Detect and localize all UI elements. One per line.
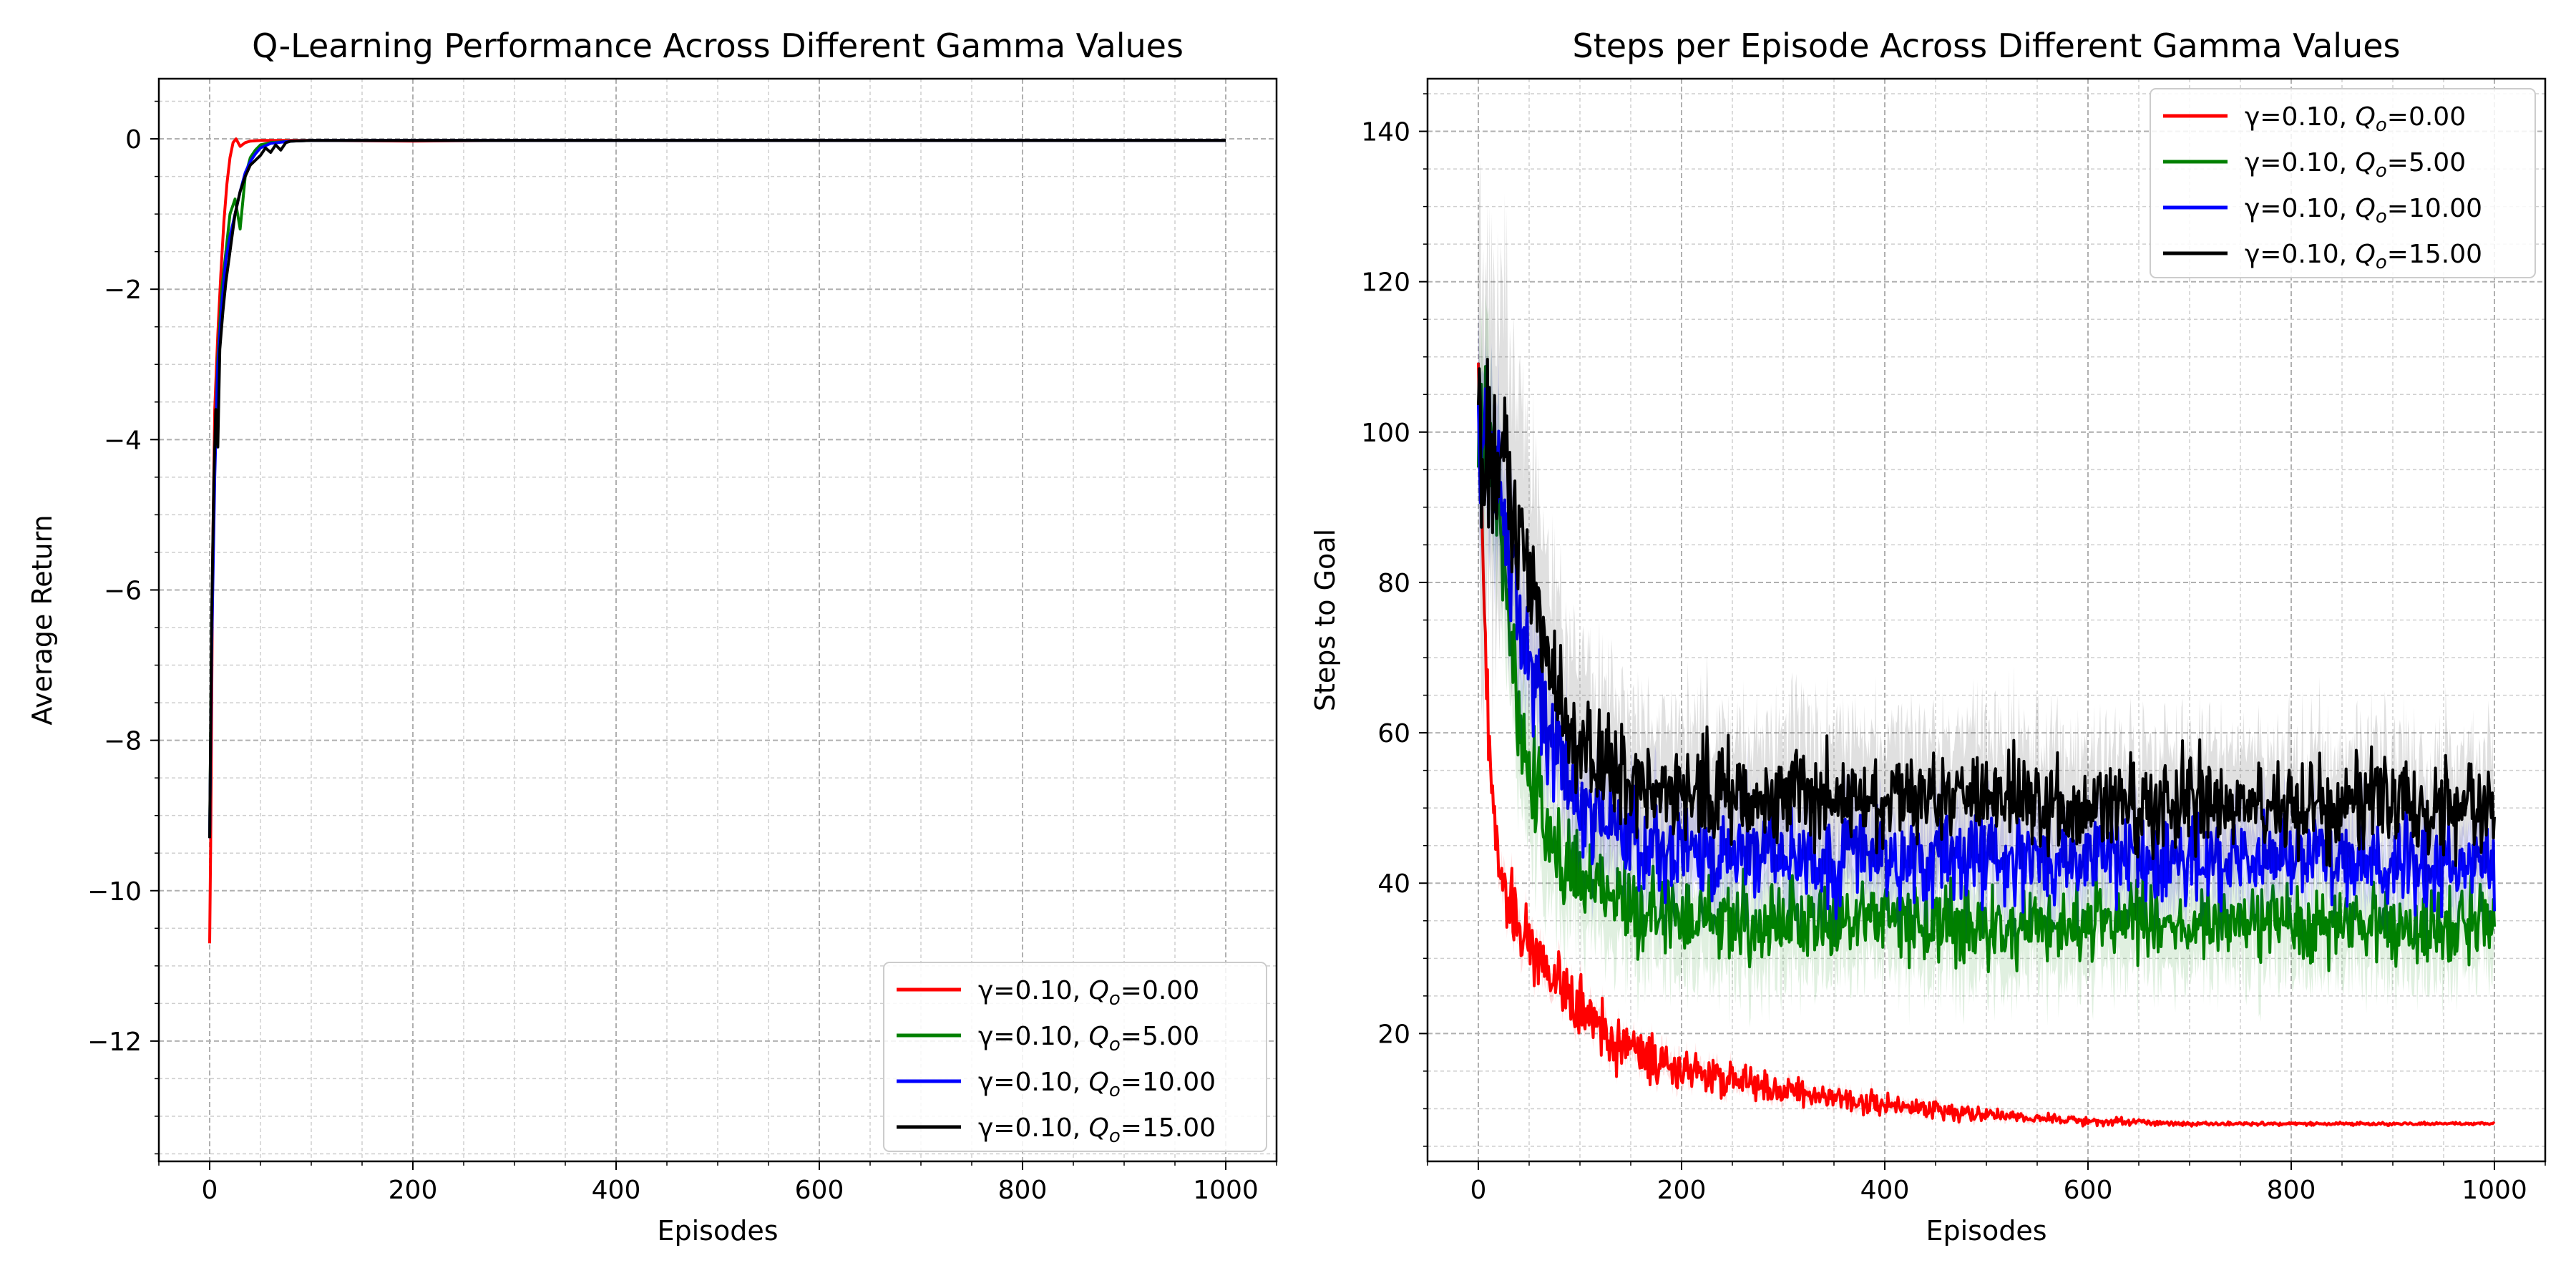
chart-title: Steps per Episode Across Different Gamma… [1573,26,2401,65]
legend: γ=0.10, Qo=0.00γ=0.10, Qo=5.00γ=0.10, Qo… [883,962,1267,1152]
x-tick-label: 1000 [2462,1176,2527,1205]
legend-gamma-text: γ=0.10, [2245,148,2356,177]
legend-gamma-text: γ=0.10, [2245,102,2356,132]
y-tick-label: 60 [1377,719,1410,748]
y-tick-label: −4 [104,426,142,455]
chart-panel-1: 0 200 400 600 800 1000 0 −2 −4 −6 −8 −10 −12 Q-Learni… [26,26,1278,1246]
x-tick-label: 600 [2064,1176,2113,1205]
legend-gamma-text: γ=0.10, [978,1022,1089,1051]
legend: γ=0.10, Qo=0.00γ=0.10, Qo=5.00γ=0.10, Qo… [2150,88,2536,278]
series-band-3 [1478,305,2494,964]
x-tick-label: 200 [389,1176,438,1205]
legend-q-symbol: Q [1089,976,1109,1005]
x-tick-label: 800 [998,1176,1048,1205]
series-group [208,137,1226,944]
y-tick-label: −12 [87,1028,142,1057]
legend-q-value: =5.00 [2387,148,2466,177]
legend-entry-label: γ=0.10, Qo=10.00 [2245,194,2482,228]
legend-q-subscript: o [2376,160,2387,182]
x-tick-label: 400 [1860,1176,1910,1205]
chart-panel-2: 0 200 400 600 800 1000 20 40 60 80 100 120 140 Steps … [1309,26,2547,1246]
legend-q-symbol: Q [2356,148,2376,177]
legend-q-symbol: Q [2356,240,2376,269]
x-tick-label: 0 [1470,1176,1487,1205]
y-tick-label: 20 [1377,1020,1410,1049]
x-tick-label: 600 [795,1176,844,1205]
series-line-4 [1477,358,2496,868]
legend-entry-label: γ=0.10, Qo=0.00 [978,976,1199,1010]
y-tick-label: 140 [1361,118,1410,147]
legend-box [883,962,1267,1152]
legend-gamma-text: γ=0.10, [978,1068,1089,1097]
legend-q-value: =10.00 [1121,1068,1216,1097]
y-axis-label: Average Return [26,514,58,725]
legend-entry-label: γ=0.10, Qo=5.00 [978,1022,1199,1055]
legend-q-value: =5.00 [1121,1022,1199,1051]
legend-q-subscript: o [2376,252,2387,273]
legend-entry-label: γ=0.10, Qo=5.00 [2245,148,2466,182]
series-group [1477,160,2496,1130]
legend-q-symbol: Q [1089,1022,1109,1051]
legend-q-symbol: Q [2356,102,2376,132]
x-tick-label: 1000 [1193,1176,1259,1205]
legend-entry-label: γ=0.10, Qo=15.00 [2245,240,2482,273]
series-line-1 [1477,362,2496,1128]
legend-entry-label: γ=0.10, Qo=15.00 [978,1113,1216,1147]
x-tick-label: 200 [1657,1176,1707,1205]
legend-q-subscript: o [1109,1080,1121,1101]
legend-entry-label: γ=0.10, Qo=0.00 [2245,102,2466,136]
y-axis-label: Steps to Goal [1309,529,1341,711]
legend-q-subscript: o [2376,114,2387,136]
chart-title: Q-Learning Performance Across Different … [252,26,1184,65]
x-axis-label: Episodes [657,1215,778,1246]
legend-q-subscript: o [1109,988,1121,1010]
legend-q-value: =15.00 [1121,1113,1216,1143]
x-axis-label: Episodes [1926,1215,2046,1246]
y-tick-label: 40 [1377,869,1410,899]
y-tick-label: −6 [104,576,142,605]
legend-q-symbol: Q [1089,1113,1109,1143]
y-tick-label: 100 [1361,419,1410,448]
y-tick-label: 80 [1377,569,1410,598]
legend-q-value: =10.00 [2387,194,2482,223]
series-line-4 [208,139,1226,839]
y-tick-label: −2 [104,275,142,305]
legend-q-subscript: o [1109,1126,1121,1147]
legend-q-symbol: Q [1089,1068,1109,1097]
legend-q-symbol: Q [2356,194,2376,223]
x-tick-label: 400 [592,1176,641,1205]
y-tick-label: 120 [1361,268,1410,298]
legend-q-subscript: o [1109,1034,1121,1055]
y-tick-label: −8 [104,727,142,756]
series-line-3 [1477,387,2496,920]
y-tick-label: −10 [87,877,142,907]
legend-box [2150,88,2536,278]
x-tick-label: 800 [2267,1176,2316,1205]
legend-q-value: =0.00 [2387,102,2466,132]
series-band-4 [1478,160,2494,937]
legend-gamma-text: γ=0.10, [978,1113,1089,1143]
legend-gamma-text: γ=0.10, [978,976,1089,1005]
y-tick-label: 0 [125,125,142,155]
legend-q-subscript: o [2376,206,2387,228]
legend-gamma-text: γ=0.10, [2245,194,2356,223]
series-line-2 [1477,365,2496,973]
legend-q-value: =0.00 [1121,976,1199,1005]
legend-q-value: =15.00 [2387,240,2482,269]
legend-entry-label: γ=0.10, Qo=10.00 [978,1068,1216,1101]
x-tick-label: 0 [202,1176,218,1205]
legend-gamma-text: γ=0.10, [2245,240,2356,269]
